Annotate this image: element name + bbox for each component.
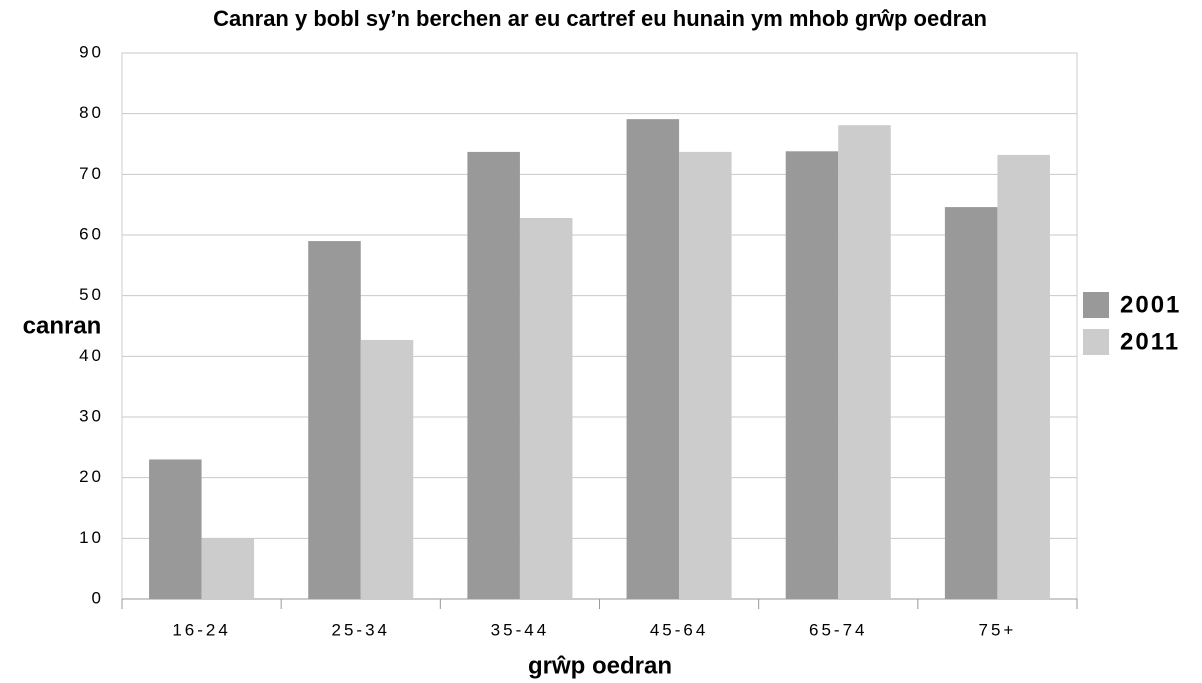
y-tick-label: 60 <box>79 224 104 243</box>
y-tick-label: 90 <box>79 42 104 61</box>
bar <box>308 241 361 600</box>
x-tick-label: 45-64 <box>650 620 708 639</box>
plot-area <box>121 52 1078 600</box>
bar <box>201 538 255 599</box>
bar <box>838 125 891 600</box>
bar <box>679 151 732 600</box>
legend-label: 2011 <box>1120 328 1180 355</box>
y-tick-label: 30 <box>79 406 104 425</box>
y-tick-label: 0 <box>92 588 104 607</box>
x-tick-label: 25-34 <box>332 620 390 639</box>
x-tick-label: 75+ <box>978 620 1016 639</box>
chart-title: Canran y bobl sy’n berchen ar eu cartref… <box>213 6 987 31</box>
bar <box>360 339 414 599</box>
x-tick-label: 65-74 <box>809 620 867 639</box>
bar <box>519 218 573 599</box>
x-axis-label: grŵp oedran <box>528 652 672 679</box>
x-tick-label: 16-24 <box>172 620 230 639</box>
bar <box>626 119 680 600</box>
y-tick-label: 10 <box>79 528 104 547</box>
y-axis-label: canran <box>23 312 102 339</box>
x-tick-label: 35-44 <box>491 620 549 639</box>
bar <box>997 154 1050 600</box>
y-tick-label: 40 <box>79 346 104 365</box>
y-tick-label: 20 <box>79 467 104 486</box>
legend-swatch <box>1083 329 1109 355</box>
legend-swatch <box>1083 292 1109 318</box>
bar <box>467 151 520 600</box>
bar <box>149 459 202 599</box>
y-tick-label: 80 <box>79 103 104 122</box>
y-tick-label: 50 <box>79 285 104 304</box>
legend-label: 2001 <box>1120 291 1181 318</box>
bar <box>785 151 839 599</box>
bar <box>944 207 998 600</box>
y-tick-label: 70 <box>79 164 104 183</box>
